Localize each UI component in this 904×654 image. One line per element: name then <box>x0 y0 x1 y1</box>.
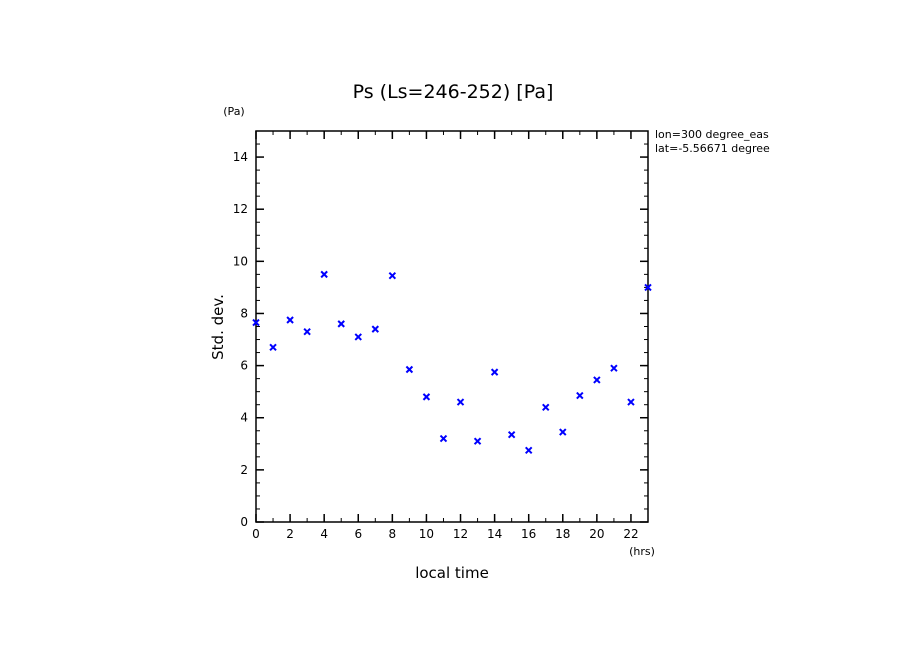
y-tick-label: 14 <box>233 150 248 164</box>
x-tick-label: 2 <box>286 527 294 541</box>
y-tick-label: 0 <box>240 515 248 529</box>
data-point <box>269 343 277 352</box>
data-point <box>405 365 414 374</box>
data-point <box>456 398 465 406</box>
axis-ticks <box>255 130 649 523</box>
data-point <box>354 333 362 341</box>
data-point <box>627 398 635 406</box>
data-point <box>507 430 516 439</box>
annotation-lon: lon=300 degree_eas <box>655 128 769 141</box>
plot-frame <box>255 130 649 523</box>
x-tick-label: 10 <box>419 527 434 541</box>
data-point <box>490 368 499 376</box>
y-tick-label: 6 <box>240 359 248 373</box>
x-tick-label: 16 <box>521 527 536 541</box>
data-point <box>524 446 533 455</box>
data-point <box>593 376 601 384</box>
x-tick-label: 6 <box>354 527 362 541</box>
data-point <box>559 428 567 436</box>
y-axis-label: Std. dev. <box>209 294 227 360</box>
data-point <box>542 403 550 412</box>
y-tick-label: 10 <box>233 254 248 268</box>
data-point <box>303 328 311 336</box>
data-points <box>252 270 652 455</box>
axis-tick-labels: 0 2 4 6 8 10 12 14 16 18 20 22 0 2 4 6 8 10 12 14 <box>233 150 639 541</box>
y-tick-label: 12 <box>233 202 248 216</box>
y-tick-label: 8 <box>240 306 248 320</box>
x-unit-label: (hrs) <box>629 545 655 558</box>
y-unit-label: (Pa) <box>223 105 244 118</box>
data-point <box>371 325 380 333</box>
data-point <box>439 434 448 443</box>
data-point <box>473 437 482 445</box>
x-tick-label: 18 <box>555 527 570 541</box>
data-point <box>644 283 652 292</box>
data-point <box>286 316 294 324</box>
data-point <box>337 320 345 328</box>
y-tick-label: 4 <box>240 411 248 425</box>
data-point <box>422 393 431 401</box>
data-point <box>388 271 397 280</box>
chart-title: Ps (Ls=246-252) [Pa] <box>353 81 554 103</box>
x-tick-label: 4 <box>320 527 328 541</box>
x-tick-label: 14 <box>487 527 502 541</box>
x-axis-label: local time <box>415 564 489 582</box>
x-tick-label: 22 <box>623 527 638 541</box>
data-point <box>252 318 260 327</box>
y-tick-label: 2 <box>240 463 248 477</box>
data-point <box>576 391 584 400</box>
x-tick-label: 0 <box>252 527 260 541</box>
x-tick-label: 12 <box>453 527 468 541</box>
annotation-lat: lat=-5.56671 degree <box>655 142 770 155</box>
x-tick-label: 20 <box>589 527 604 541</box>
data-point <box>320 270 328 279</box>
x-tick-label: 8 <box>389 527 397 541</box>
data-point <box>610 364 618 372</box>
